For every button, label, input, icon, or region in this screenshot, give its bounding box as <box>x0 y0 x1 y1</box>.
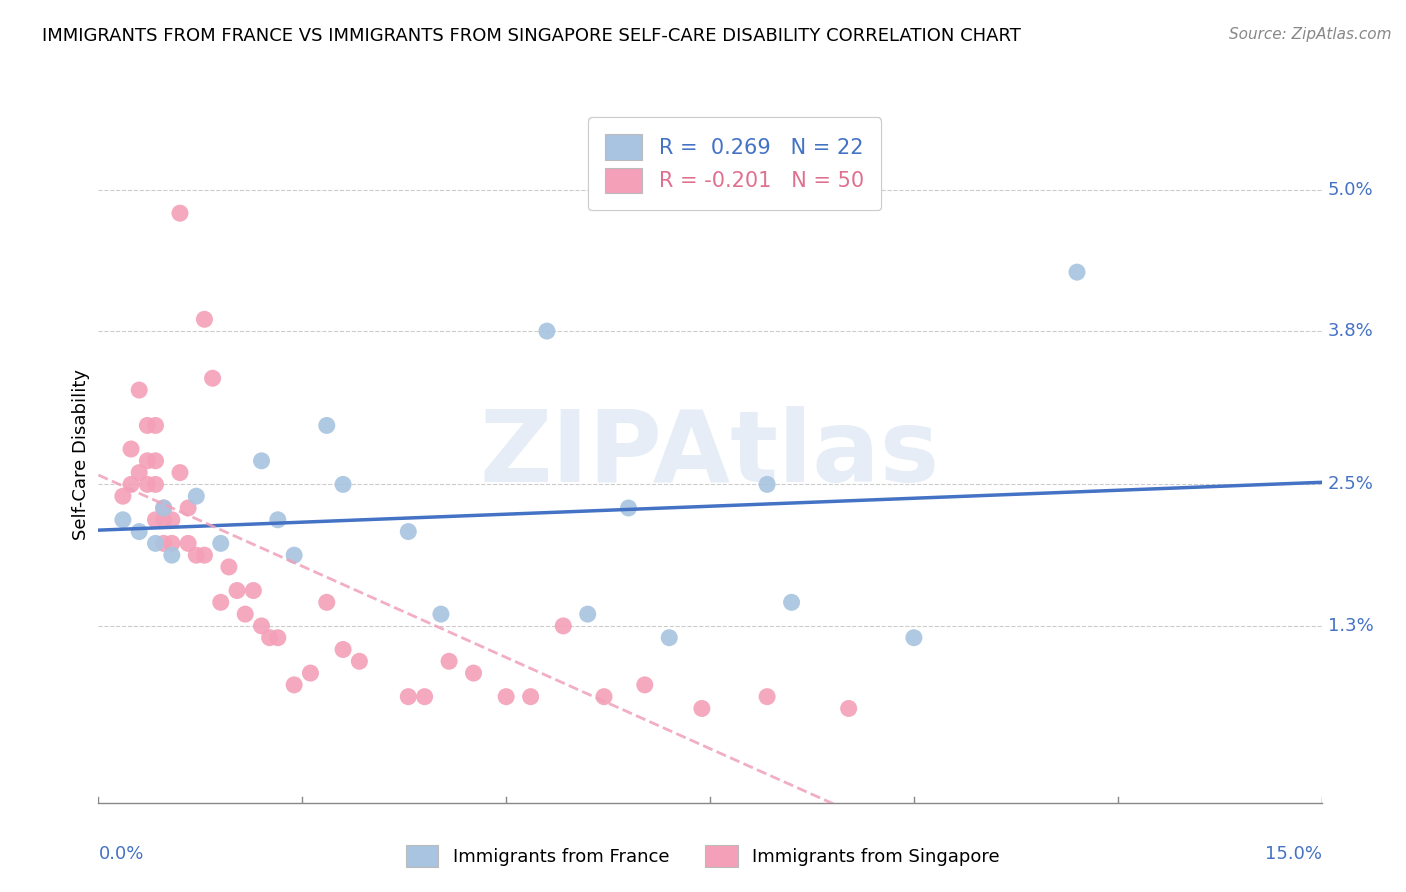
Point <box>903 631 925 645</box>
Point <box>437 654 460 668</box>
Point <box>250 454 273 468</box>
Point <box>780 595 803 609</box>
Point <box>160 548 183 562</box>
Point <box>136 418 159 433</box>
Text: 3.8%: 3.8% <box>1327 322 1374 340</box>
Point <box>169 466 191 480</box>
Text: 2.5%: 2.5% <box>1327 475 1374 493</box>
Point <box>111 513 134 527</box>
Point <box>463 666 485 681</box>
Point <box>553 619 575 633</box>
Point <box>756 477 779 491</box>
Point <box>690 701 713 715</box>
Point <box>152 536 174 550</box>
Point <box>145 536 167 550</box>
Point <box>152 513 174 527</box>
Point <box>145 513 167 527</box>
Point <box>193 548 215 562</box>
Point <box>209 536 232 550</box>
Point <box>218 560 240 574</box>
Point <box>145 418 167 433</box>
Point <box>634 678 657 692</box>
Point <box>145 454 167 468</box>
Point <box>349 654 371 668</box>
Point <box>315 418 337 433</box>
Point <box>536 324 558 338</box>
Point <box>299 666 322 681</box>
Point <box>160 536 183 550</box>
Point <box>332 642 354 657</box>
Point <box>519 690 541 704</box>
Point <box>617 500 640 515</box>
Point <box>201 371 224 385</box>
Text: ZIPAtlas: ZIPAtlas <box>479 407 941 503</box>
Point <box>267 631 290 645</box>
Point <box>315 595 337 609</box>
Point <box>128 466 150 480</box>
Point <box>120 477 142 491</box>
Point <box>145 477 167 491</box>
Point <box>430 607 453 621</box>
Point <box>576 607 599 621</box>
Point <box>658 631 681 645</box>
Text: 5.0%: 5.0% <box>1327 180 1374 199</box>
Point <box>128 524 150 539</box>
Point <box>250 619 273 633</box>
Point <box>177 536 200 550</box>
Point <box>396 690 419 704</box>
Text: 0.0%: 0.0% <box>98 845 143 863</box>
Point <box>593 690 616 704</box>
Point <box>495 690 517 704</box>
Legend: Immigrants from France, Immigrants from Singapore: Immigrants from France, Immigrants from … <box>399 838 1007 874</box>
Point <box>756 690 779 704</box>
Point <box>226 583 249 598</box>
Point <box>242 583 264 598</box>
Y-axis label: Self-Care Disability: Self-Care Disability <box>72 369 90 541</box>
Point <box>136 477 159 491</box>
Point <box>209 595 232 609</box>
Legend: R =  0.269   N = 22, R = -0.201   N = 50: R = 0.269 N = 22, R = -0.201 N = 50 <box>588 118 880 210</box>
Point <box>136 454 159 468</box>
Point <box>267 513 290 527</box>
Point <box>838 701 860 715</box>
Text: 1.3%: 1.3% <box>1327 617 1374 635</box>
Text: IMMIGRANTS FROM FRANCE VS IMMIGRANTS FROM SINGAPORE SELF-CARE DISABILITY CORRELA: IMMIGRANTS FROM FRANCE VS IMMIGRANTS FRO… <box>42 27 1021 45</box>
Point <box>193 312 215 326</box>
Point <box>152 500 174 515</box>
Point <box>128 383 150 397</box>
Point <box>1066 265 1088 279</box>
Text: 15.0%: 15.0% <box>1264 845 1322 863</box>
Point <box>259 631 281 645</box>
Point <box>233 607 256 621</box>
Point <box>413 690 436 704</box>
Point <box>186 548 208 562</box>
Point <box>186 489 208 503</box>
Point <box>283 548 305 562</box>
Text: Source: ZipAtlas.com: Source: ZipAtlas.com <box>1229 27 1392 42</box>
Point <box>160 513 183 527</box>
Point <box>177 500 200 515</box>
Point <box>120 442 142 456</box>
Point <box>152 500 174 515</box>
Point <box>283 678 305 692</box>
Point <box>169 206 191 220</box>
Point <box>111 489 134 503</box>
Point <box>332 477 354 491</box>
Point <box>396 524 419 539</box>
